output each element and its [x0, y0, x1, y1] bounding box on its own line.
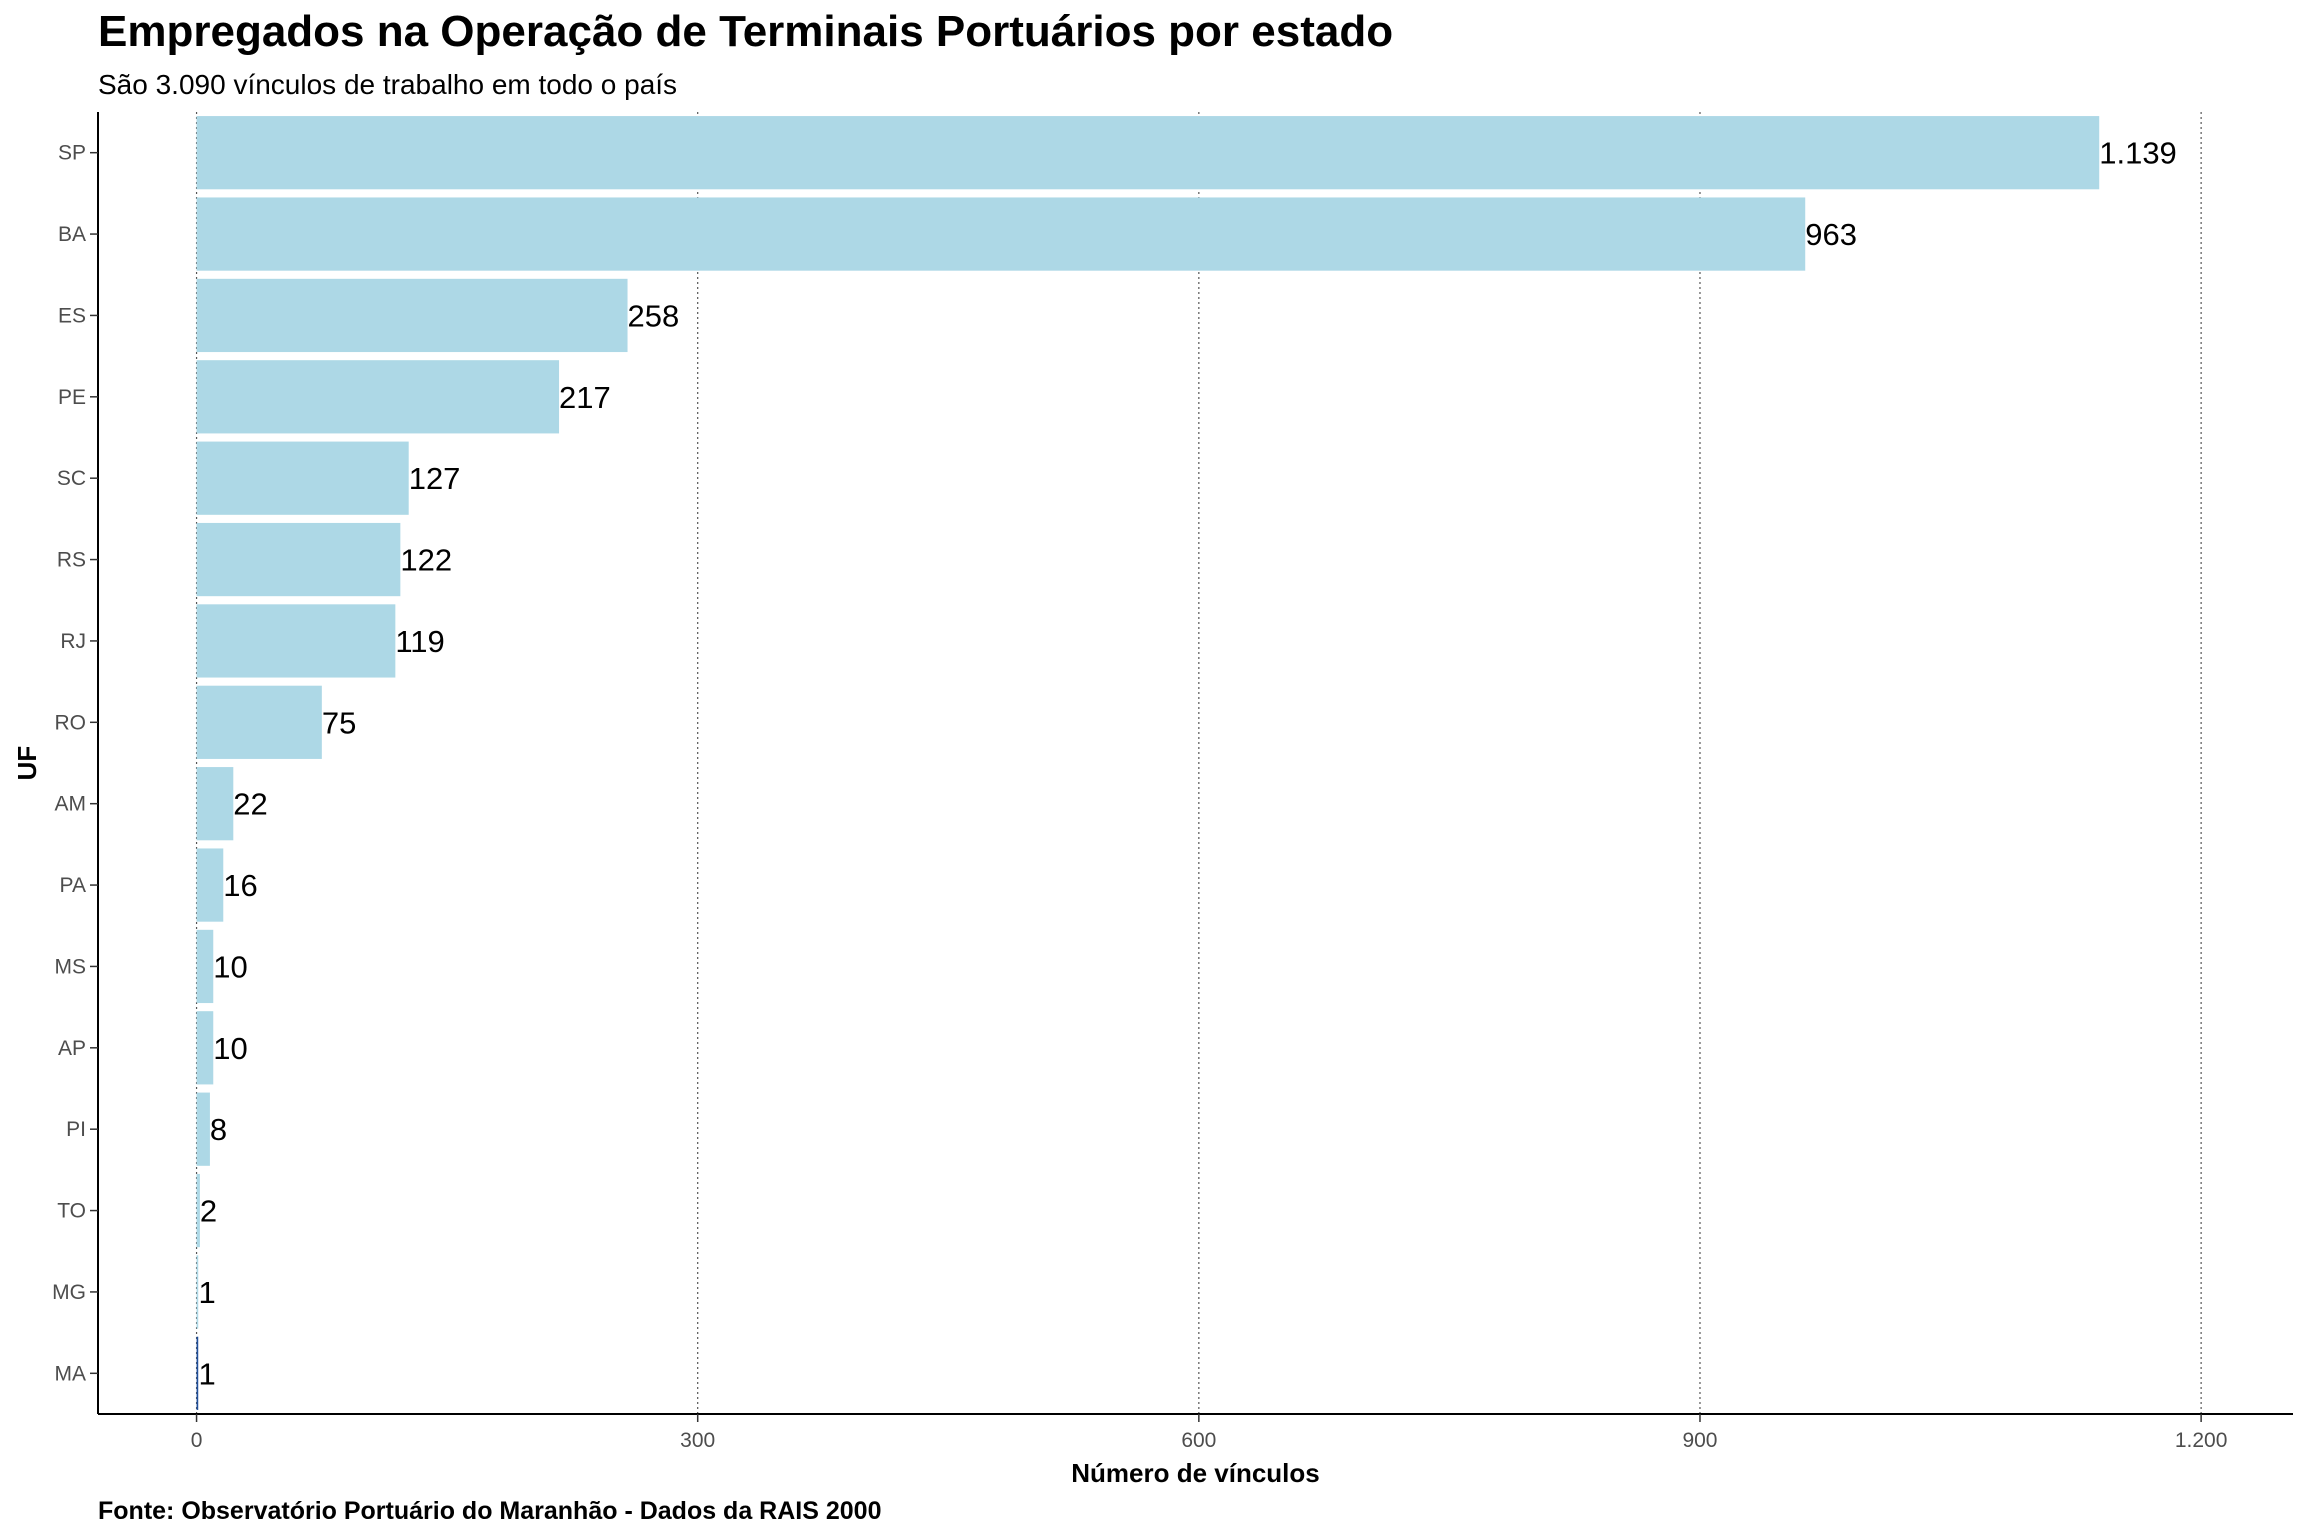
- data-label-ap: 10: [213, 1031, 247, 1066]
- x-tick-label-4: 1.200: [2175, 1429, 2228, 1452]
- bar-to: [196, 1173, 200, 1248]
- y-tick-label-pi: PI: [66, 1118, 86, 1141]
- bar-sc: [196, 441, 409, 515]
- y-tick-label-ma: MA: [55, 1362, 87, 1385]
- y-tick-label-to: TO: [57, 1200, 86, 1223]
- bar-rs: [196, 522, 401, 597]
- x-axis-title: Número de vínculos: [1071, 1458, 1320, 1488]
- y-tick-label-sc: SC: [57, 467, 86, 490]
- bar-es: [196, 278, 628, 353]
- bar-ro: [196, 685, 322, 759]
- data-label-pa: 16: [223, 868, 257, 903]
- data-label-am: 22: [233, 787, 267, 822]
- y-tick-label-ap: AP: [58, 1037, 86, 1060]
- chart-subtitle: São 3.090 vínculos de trabalho em todo o…: [98, 69, 677, 100]
- data-label-to: 2: [200, 1194, 217, 1229]
- bar-pi: [196, 1092, 210, 1166]
- data-label-mg: 1: [199, 1275, 216, 1310]
- data-label-pe: 217: [559, 380, 611, 415]
- x-tick-label-3: 900: [1682, 1429, 1717, 1452]
- bars: [196, 116, 2100, 1410]
- y-tick-label-rj: RJ: [60, 630, 86, 653]
- data-label-ro: 75: [322, 705, 356, 740]
- data-label-ms: 10: [213, 949, 247, 984]
- y-axis-title: UF: [12, 746, 42, 781]
- bar-ap: [196, 1011, 214, 1085]
- bar-pa: [196, 848, 224, 922]
- y-tick-label-ba: BA: [58, 223, 86, 246]
- bar-am: [196, 767, 234, 841]
- bar-mg: [196, 1255, 199, 1329]
- bar-rj: [196, 604, 396, 678]
- x-tick-label-1: 300: [680, 1429, 715, 1452]
- x-tick-label-2: 600: [1181, 1429, 1216, 1452]
- y-tick-label-mg: MG: [52, 1281, 86, 1304]
- bar-ma: [196, 1336, 199, 1410]
- bar-ba: [196, 197, 1806, 271]
- data-label-ma: 1: [199, 1356, 216, 1391]
- y-tick-label-pa: PA: [60, 874, 86, 897]
- x-tick-label-0: 0: [191, 1429, 203, 1452]
- data-label-es: 258: [628, 298, 680, 333]
- y-tick-label-am: AM: [55, 793, 87, 816]
- bar-ms: [196, 929, 214, 1004]
- data-labels: 1.139 963 258 217 127 122 119 75 22 16 10 10 8 2 1 1: [199, 136, 2177, 1392]
- bar-sp: [196, 116, 2100, 190]
- y-tick-label-pe: PE: [58, 386, 86, 409]
- y-tick-label-es: ES: [58, 304, 86, 327]
- data-label-pi: 8: [210, 1112, 227, 1147]
- data-label-ba: 963: [1805, 217, 1857, 252]
- data-label-rs: 122: [400, 543, 452, 578]
- x-axis-ticks: 0 300 600 900 1.200: [191, 1414, 2228, 1452]
- y-tick-label-sp: SP: [58, 142, 86, 165]
- chart-title: Empregados na Operação de Terminais Port…: [98, 7, 1393, 56]
- data-label-sp: 1.139: [2099, 136, 2177, 171]
- y-tick-label-ro: RO: [55, 711, 87, 734]
- y-axis-ticks: SP BA ES PE SC RS RJ RO AM PA MS AP PI TO MG MA: [52, 142, 98, 1385]
- data-label-sc: 127: [409, 461, 461, 496]
- bar-pe: [196, 360, 560, 434]
- data-label-rj: 119: [395, 624, 444, 659]
- chart-caption: Fonte: Observatório Portuário do Maranhã…: [98, 1497, 881, 1525]
- y-tick-label-rs: RS: [57, 549, 86, 572]
- y-tick-label-ms: MS: [55, 955, 87, 978]
